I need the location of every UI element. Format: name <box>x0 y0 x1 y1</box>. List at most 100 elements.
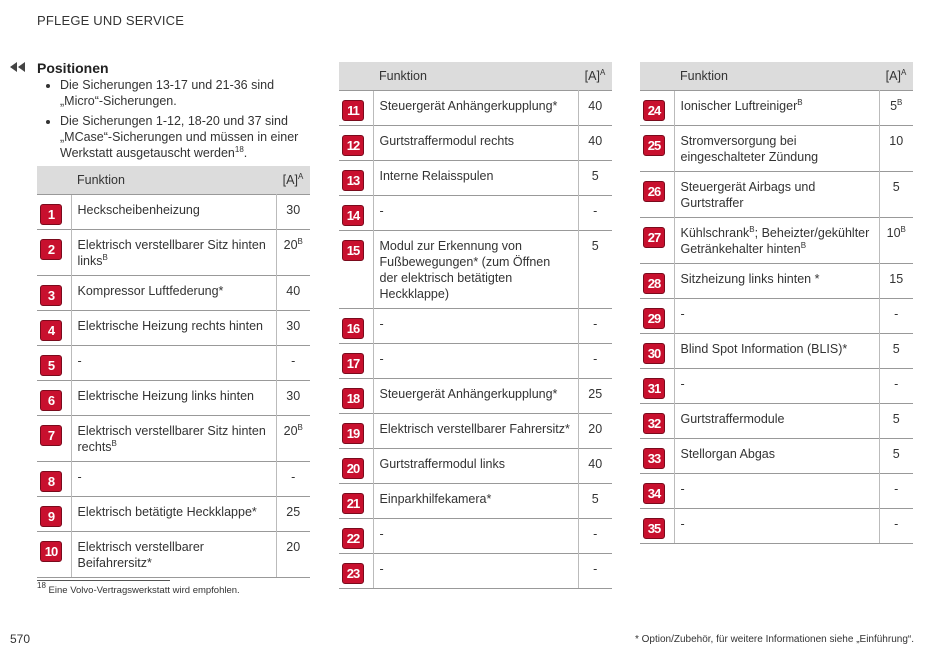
fuse-number: 20 <box>342 458 364 479</box>
fuse-row: 16 - - <box>339 308 612 344</box>
fuse-row: 28 Sitzheizung links hinten * 15 <box>640 263 913 299</box>
text: - <box>379 352 384 366</box>
text: - <box>379 527 384 541</box>
option-note: * Option/Zubehör, für weitere Informatio… <box>634 634 914 645</box>
number-cell: 11 <box>339 90 373 126</box>
text: - <box>593 204 598 218</box>
text: 25 <box>588 387 603 401</box>
text: 5 <box>890 99 898 113</box>
fuse-row: 33 Stellorgan Abgas 5 <box>640 438 913 474</box>
amp-cell: 20 <box>276 531 310 578</box>
number-cell: 27 <box>640 217 674 264</box>
number-cell: 22 <box>339 518 373 554</box>
superscript: B <box>797 98 803 107</box>
fuse-number: 10 <box>40 541 62 562</box>
text: 5 <box>591 492 599 506</box>
fuse-number: 14 <box>342 205 364 226</box>
header-row: Funktion [A]A <box>339 62 612 91</box>
amp-cell: 15 <box>879 263 913 299</box>
fuse-number: 16 <box>342 318 364 339</box>
function-cell: Kompressor Luftfederung* <box>70 275 277 311</box>
number-cell: 23 <box>339 553 373 589</box>
function-cell: Stellorgan Abgas <box>673 438 880 474</box>
number-cell: 6 <box>37 380 71 416</box>
text: Elektrisch verstellbarer Fahrersitz* <box>379 422 570 436</box>
number-cell: 31 <box>640 368 674 404</box>
amp-cell: - <box>879 473 913 509</box>
number-cell: 13 <box>339 160 373 196</box>
amp-cell: 5 <box>578 230 612 309</box>
superscript: B <box>897 98 903 107</box>
header-row: Funktion [A]A <box>37 166 310 195</box>
fuse-row: 17 - - <box>339 343 612 379</box>
fuse-number: 17 <box>342 353 364 374</box>
text: 5 <box>591 239 599 253</box>
superscript: A <box>599 68 606 77</box>
number-cell: 4 <box>37 310 71 346</box>
text: - <box>77 354 82 368</box>
text: 20 <box>283 238 298 252</box>
function-cell: - <box>372 518 579 554</box>
function-cell: - <box>70 345 277 381</box>
text: 15 <box>889 272 904 286</box>
text: Steuergerät Anhängerkupplung* <box>379 387 558 401</box>
fuse-number: 29 <box>643 308 665 329</box>
function-cell: Ionischer LuftreinigerB <box>673 90 880 126</box>
number-cell: 26 <box>640 171 674 218</box>
fuse-row: 1 Heckscheibenheizung 30 <box>37 194 310 230</box>
text: ; Beheizter/gekühlter Getränkehalter hin… <box>680 226 870 256</box>
fuse-number: 27 <box>643 227 665 248</box>
number-cell: 2 <box>37 229 71 276</box>
text: - <box>894 307 899 321</box>
text: Stromversorgung bei eingeschalteter Zünd… <box>680 134 819 164</box>
fuse-number: 22 <box>342 528 364 549</box>
amp-cell: 30 <box>276 310 310 346</box>
function-cell: Elektrische Heizung rechts hinten <box>70 310 277 346</box>
text: Elektrisch verstellbarer Sitz hinten lin… <box>77 238 266 268</box>
fuse-number: 24 <box>643 100 665 121</box>
fuse-row: 12 Gurtstraffermodul rechts 40 <box>339 125 612 161</box>
fuse-row: 29 - - <box>640 298 913 334</box>
amp-cell: - <box>879 368 913 404</box>
text: - <box>680 482 685 496</box>
text: Gurtstraffermodul rechts <box>379 134 515 148</box>
fuse-number: 21 <box>342 493 364 514</box>
text: - <box>894 517 899 531</box>
fuse-number: 19 <box>342 423 364 444</box>
text: 40 <box>588 134 603 148</box>
text: 5 <box>892 180 900 194</box>
function-cell: Elektrisch betätigte Heckklappe* <box>70 496 277 532</box>
number-cell: 17 <box>339 343 373 379</box>
fuse-row: 35 - - <box>640 508 913 544</box>
superscript: B <box>749 225 755 234</box>
amp-cell: 25 <box>578 378 612 414</box>
fuse-number: 35 <box>643 518 665 539</box>
text: Heckscheibenheizung <box>77 203 200 217</box>
bullet-list: Die Sicherungen 13-17 und 21-36 sind „Mi… <box>37 77 309 165</box>
text: - <box>894 377 899 391</box>
amp-cell: 5 <box>879 171 913 218</box>
text: Elektrische Heizung rechts hinten <box>77 319 264 333</box>
number-cell: 7 <box>37 415 71 462</box>
function-cell: - <box>372 195 579 231</box>
function-cell: Elektrisch verstellbarer Sitz hinten rec… <box>70 415 277 462</box>
fuse-row: 30 Blind Spot Information (BLIS)* 5 <box>640 333 913 369</box>
text: . <box>243 146 248 160</box>
superscript: B <box>102 253 108 262</box>
amp-cell: 5 <box>879 438 913 474</box>
text: - <box>291 470 296 484</box>
amp-cell: 40 <box>578 125 612 161</box>
fuse-row: 21 Einparkhilfekamera* 5 <box>339 483 612 519</box>
amp-cell: 30 <box>276 194 310 230</box>
function-cell: Elektrisch verstellbarer Beifahrersitz* <box>70 531 277 578</box>
text: 40 <box>286 284 301 298</box>
fuse-number: 18 <box>342 388 364 409</box>
fuse-row: 2 Elektrisch verstellbarer Sitz hinten li… <box>37 229 310 276</box>
fuse-row: 32 Gurtstraffermodule 5 <box>640 403 913 439</box>
fuse-row: 27 KühlschrankB; Beheizter/gekühlter Getr… <box>640 217 913 264</box>
fuse-row: 23 - - <box>339 553 612 589</box>
footnote-rule <box>37 580 170 581</box>
text: 30 <box>286 319 301 333</box>
text: 20 <box>286 540 301 554</box>
